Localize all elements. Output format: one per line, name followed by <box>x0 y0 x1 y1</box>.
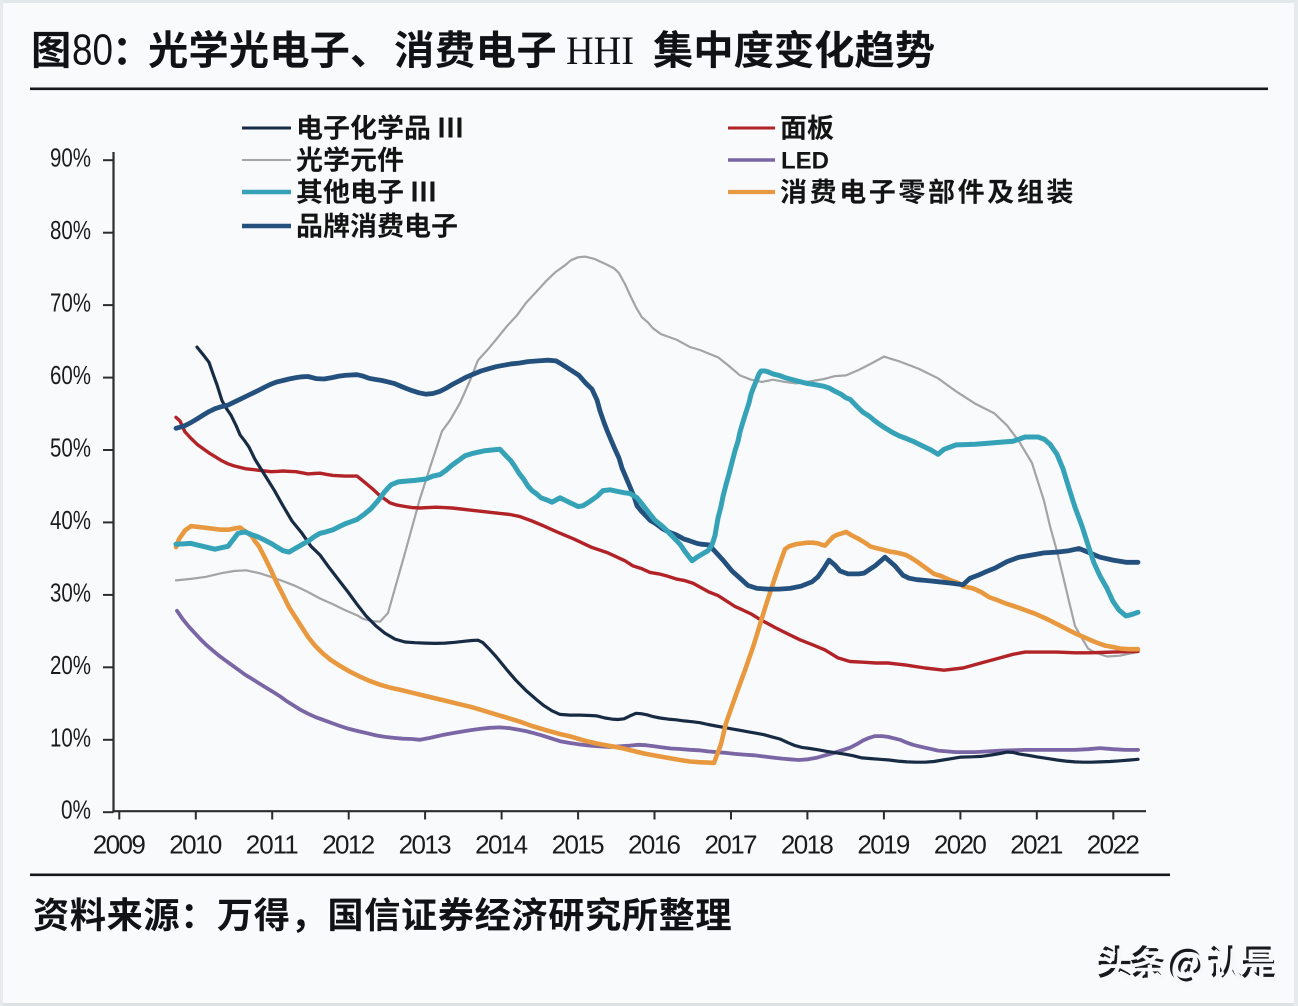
svg-text:50%: 50% <box>50 433 91 463</box>
svg-text:2019: 2019 <box>857 830 910 860</box>
svg-text:2018: 2018 <box>781 830 834 860</box>
svg-text:0%: 0% <box>61 795 91 825</box>
svg-text:2017: 2017 <box>705 830 758 860</box>
svg-text:70%: 70% <box>50 288 91 318</box>
svg-text:10%: 10% <box>50 722 91 752</box>
svg-text:2010: 2010 <box>169 830 222 860</box>
svg-text:60%: 60% <box>50 360 91 390</box>
svg-text:2013: 2013 <box>399 830 452 860</box>
svg-text:2014: 2014 <box>475 830 528 860</box>
svg-text:2011: 2011 <box>246 830 299 860</box>
svg-text:2012: 2012 <box>322 830 375 860</box>
svg-text:2022: 2022 <box>1087 830 1140 860</box>
svg-text:2020: 2020 <box>934 830 987 860</box>
svg-text:90%: 90% <box>50 143 91 173</box>
svg-text:40%: 40% <box>50 505 91 535</box>
svg-text:2021: 2021 <box>1010 830 1063 860</box>
svg-text:LED: LED <box>781 148 829 175</box>
svg-text:80%: 80% <box>50 215 91 245</box>
svg-text:20%: 20% <box>50 650 91 680</box>
svg-text:2016: 2016 <box>628 830 681 860</box>
svg-text:HHI: HHI <box>566 28 634 73</box>
svg-text:2009: 2009 <box>93 830 146 860</box>
svg-text:30%: 30% <box>50 577 91 607</box>
svg-text:2015: 2015 <box>552 830 605 860</box>
svg-text:80: 80 <box>72 26 113 75</box>
